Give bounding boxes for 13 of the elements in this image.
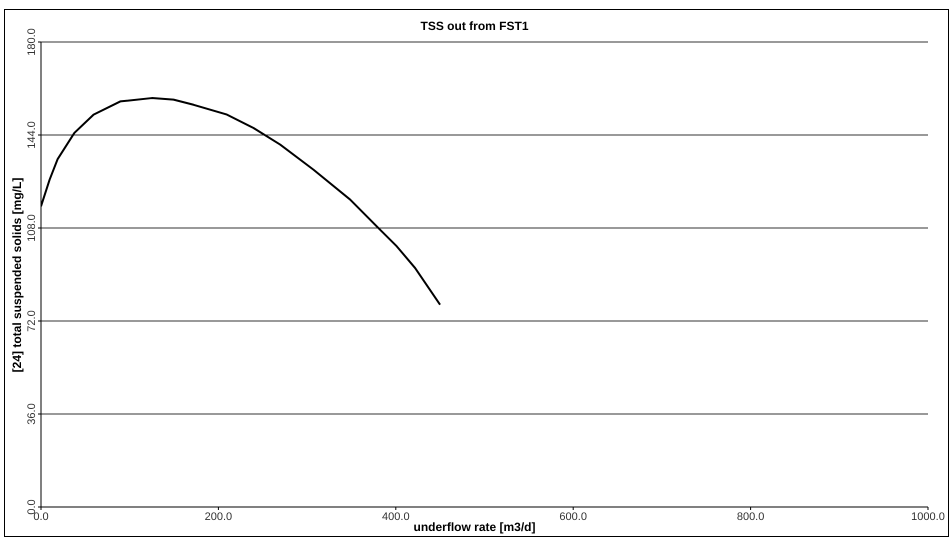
x-tick-label: 600.0	[559, 510, 587, 523]
x-tick-label: 400.0	[382, 510, 410, 523]
x-tick-label: 200.0	[204, 510, 232, 523]
y-tick-label: 108.0	[26, 214, 38, 242]
y-tick-label: 36.0	[26, 403, 38, 425]
y-tick-label: 180.0	[26, 28, 38, 56]
y-tick-label: 144.0	[26, 121, 38, 149]
y-axis-title: [24] total suspended solids [mg/L]	[10, 178, 24, 372]
x-axis-title: underflow rate [m3/d]	[413, 520, 536, 534]
chart-title: TSS out from FST1	[420, 19, 528, 33]
x-tick-label: 800.0	[736, 510, 764, 523]
x-tick-label: 1000.0	[911, 510, 945, 523]
y-tick-label: 72.0	[26, 310, 38, 332]
